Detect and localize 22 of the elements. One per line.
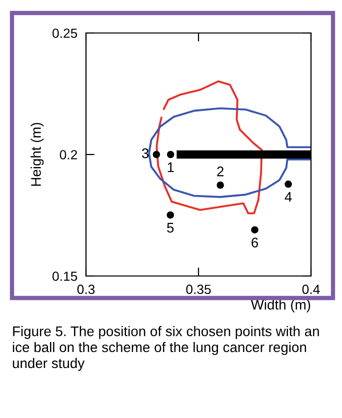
- annotation: 1: [168, 162, 174, 172]
- x-tick-label: 0.3: [77, 284, 95, 294]
- point: [251, 226, 258, 234]
- point: [166, 211, 174, 219]
- y-tick-label: 0.15: [52, 272, 78, 281]
- point: [284, 180, 292, 188]
- annotation: 3: [142, 148, 149, 158]
- point: [216, 181, 224, 189]
- caption: Figure 5. The position of six chosen points with an ice ball on the scheme of the lung cancer region under study: [12, 326, 319, 371]
- annotation: 2: [217, 166, 224, 176]
- y-tick-label: 0.2: [60, 150, 78, 160]
- x-tick-label: 0.35: [186, 284, 211, 294]
- point: [166, 150, 174, 158]
- y-tick-label: 0.25: [52, 28, 78, 38]
- line-series: [156, 80, 263, 214]
- y-axis-title: Height (m): [30, 122, 44, 186]
- annotation: 6: [252, 238, 258, 248]
- x-tick-label: 0.4: [302, 284, 320, 294]
- annotation: 4: [284, 192, 292, 202]
- point: [152, 150, 160, 158]
- annotation: 5: [167, 222, 174, 233]
- x-axis-title: Width (m): [250, 299, 310, 312]
